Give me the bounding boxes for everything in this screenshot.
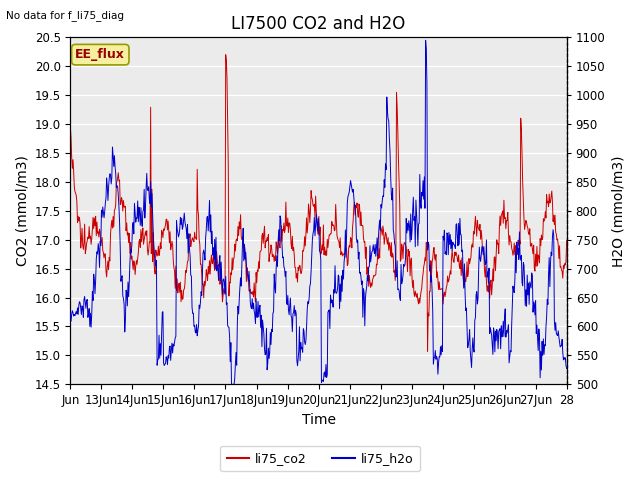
Title: LI7500 CO2 and H2O: LI7500 CO2 and H2O — [232, 15, 406, 33]
X-axis label: Time: Time — [301, 413, 335, 427]
Y-axis label: CO2 (mmol/m3): CO2 (mmol/m3) — [15, 156, 29, 266]
Text: No data for f_li75_diag: No data for f_li75_diag — [6, 10, 124, 21]
Legend: li75_co2, li75_h2o: li75_co2, li75_h2o — [220, 446, 420, 471]
Text: EE_flux: EE_flux — [76, 48, 125, 61]
Y-axis label: H2O (mmol/m3): H2O (mmol/m3) — [611, 155, 625, 266]
